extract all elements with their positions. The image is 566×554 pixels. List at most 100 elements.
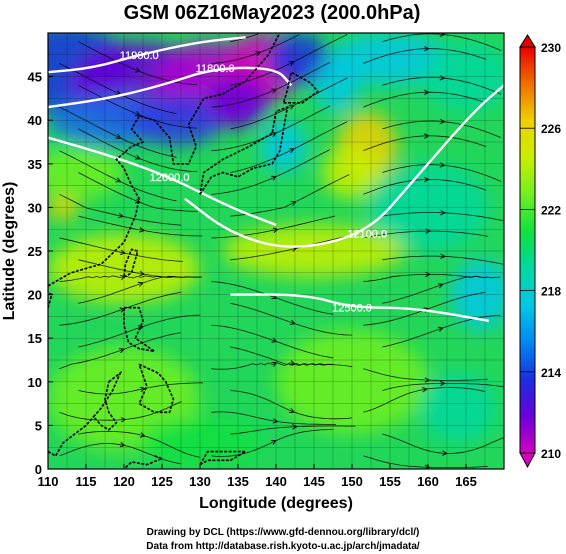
x-tick-label: 120: [113, 474, 135, 489]
coastline: [123, 248, 139, 278]
streamline: [382, 255, 504, 265]
streamline: [230, 121, 348, 173]
colorbar-gradient: [520, 47, 535, 453]
streamline-arrow: [289, 360, 296, 366]
streamline: [78, 41, 198, 85]
streamline-arrow: [289, 319, 296, 325]
streamline-arrow: [288, 61, 295, 66]
streamline-arrow: [288, 104, 295, 110]
streamline-arrow: [271, 88, 277, 94]
coastlines: [48, 33, 319, 469]
streamline: [363, 368, 488, 381]
streamline: [78, 128, 198, 173]
streamline: [230, 346, 353, 368]
coastline: [92, 370, 123, 431]
streamline-arrow: [120, 417, 126, 423]
streamline-arrow: [439, 162, 445, 168]
x-tick-label: 160: [417, 474, 439, 489]
streamline: [382, 164, 502, 182]
coastline: [123, 306, 155, 353]
x-tick-label: 155: [379, 474, 401, 489]
chart-title: GSM 06Z16May2023 (200.0hPa): [124, 2, 421, 24]
streamline: [230, 234, 354, 261]
grid-lines: [48, 33, 504, 469]
streamline-arrow: [437, 326, 444, 332]
x-tick-label: 165: [455, 474, 477, 489]
streamline-arrow: [137, 281, 144, 287]
streamline-arrow: [425, 271, 431, 278]
streamline: [363, 91, 487, 108]
streamline: [59, 106, 177, 158]
coastline: [48, 416, 95, 457]
y-tick-label: 45: [28, 70, 42, 85]
streamline: [230, 77, 348, 130]
streamline: [211, 281, 334, 315]
plot-area: 11800.0 11900.0 12000.0 12100.0 12500.0: [48, 33, 504, 469]
streamline: [382, 314, 501, 348]
streamline: [78, 84, 198, 129]
height-contours: 11800.0 11900.0 12000.0 12100.0 12500.0: [48, 36, 504, 322]
coastline: [48, 33, 281, 287]
x-tick-label: 145: [303, 474, 325, 489]
streamline: [363, 274, 489, 282]
streamline-arrow: [424, 377, 430, 383]
streamline-arrow: [115, 133, 121, 139]
colorbar-tick-label: 222: [541, 203, 561, 217]
streamline-arrow: [271, 439, 277, 445]
streamline-arrow: [255, 51, 261, 57]
streamline-arrow: [440, 253, 446, 259]
streamline: [382, 33, 502, 51]
streamline: [363, 387, 486, 413]
coastline: [282, 70, 319, 104]
credit-data-source: Data from http://database.rish.kyoto-u.a…: [146, 541, 420, 552]
streamline-arrow: [423, 46, 429, 52]
colorbar-tick-label: 210: [541, 447, 561, 461]
streamline: [211, 215, 336, 239]
y-axis-label: Latitude (degrees): [1, 182, 18, 321]
streamline-arrow: [139, 432, 146, 438]
colorbar-tick-labels: 230 226 222 218 214 210: [520, 41, 561, 461]
streamline: [211, 362, 334, 370]
streamline-arrow: [423, 176, 429, 183]
y-tick-label: 15: [28, 331, 42, 346]
x-axis-label: Longitude (degrees): [199, 495, 353, 512]
streamline-arrow: [134, 67, 141, 73]
colorbar: 230 226 222 218 214 210: [519, 34, 561, 469]
streamline-arrow: [271, 337, 277, 343]
y-tick-label: 20: [28, 288, 42, 303]
streamline: [230, 390, 353, 420]
colorbar-tick-label: 214: [541, 366, 561, 380]
y-tick-label: 0: [35, 462, 42, 477]
streamline-arrow: [439, 380, 445, 387]
streamline: [382, 212, 504, 221]
streamline: [382, 383, 504, 391]
streamline: [363, 178, 487, 195]
streamline-arrow: [118, 348, 125, 354]
y-axis-tick-labels: 0 5 10 15 20 25 30 35 40 45: [28, 70, 53, 477]
streamline-arrow: [439, 75, 445, 81]
streamline-arrow: [134, 154, 141, 160]
streamline-arrow: [134, 111, 141, 117]
x-axis-tick-labels: 110 115 120 125 130 135 140 145 150 155 160 165: [38, 464, 477, 489]
streamline: [382, 433, 504, 454]
streamline: [230, 425, 356, 435]
coastline: [123, 455, 165, 469]
streamline: [382, 76, 502, 95]
streamline-arrow: [118, 212, 124, 219]
streamline: [211, 62, 330, 108]
streamline: [59, 193, 182, 226]
height-contour-label: 11900.0: [120, 50, 159, 62]
height-contour: [230, 293, 490, 322]
credit-drawing: Drawing by DCL (https://www.gfd-dennou.o…: [146, 527, 420, 538]
streamline-arrow: [442, 450, 448, 456]
streamline-arrow: [289, 408, 295, 414]
streamline: [230, 34, 348, 86]
streamline-arrow: [292, 424, 298, 430]
height-contour: [48, 136, 277, 226]
colorbar-max-triangle: [519, 34, 536, 48]
streamline: [78, 215, 203, 237]
streamline: [211, 34, 300, 64]
streamline: [59, 63, 177, 115]
streamline: [211, 324, 334, 359]
